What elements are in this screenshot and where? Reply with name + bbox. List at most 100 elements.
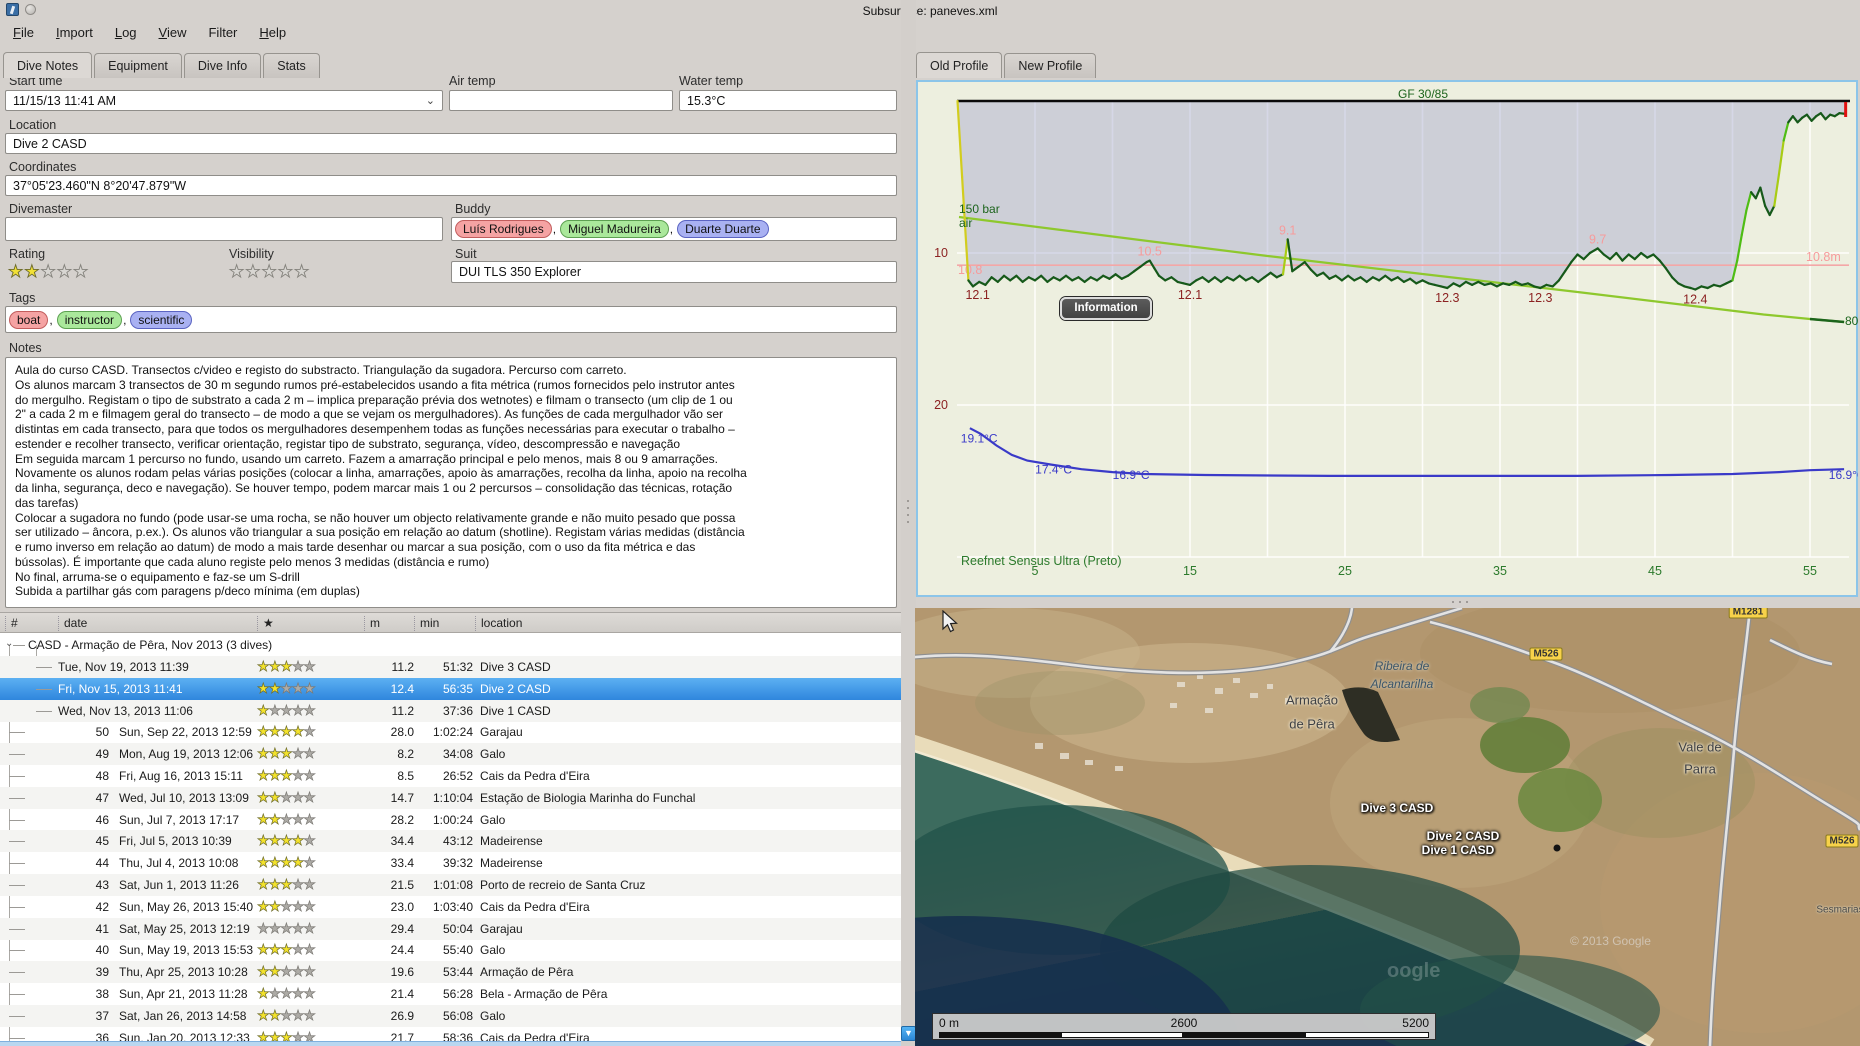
tab-dive-notes[interactable]: Dive Notes bbox=[3, 52, 93, 78]
dive-list-row[interactable]: 37 Sat, Jan 26, 2013 14:58 ★★★★★ 26.9 56:08 G… bbox=[0, 1004, 901, 1027]
dive-list-row[interactable]: Fri, Nov 15, 2013 11:41 ★★★★★ 12.4 56:35 Div… bbox=[0, 677, 901, 700]
menu-item-log[interactable]: Log bbox=[114, 25, 137, 40]
dive-number: 42 bbox=[95, 899, 109, 914]
dive-depth: 28.2 bbox=[390, 812, 414, 827]
column-header-date[interactable]: date bbox=[58, 616, 87, 631]
tree-dash bbox=[9, 732, 25, 734]
column-header-num[interactable]: # bbox=[5, 616, 18, 631]
tab-dive-info[interactable]: Dive Info bbox=[183, 53, 262, 78]
column-header-m[interactable]: m bbox=[364, 616, 380, 631]
scroll-down-button[interactable]: ▼ bbox=[901, 1026, 916, 1041]
rating-label: Rating bbox=[9, 247, 46, 261]
notes-textarea[interactable]: Aula do curso CASD. Transectos c/video e… bbox=[5, 357, 897, 608]
dive-list-row[interactable]: 50 Sun, Sep 22, 2013 12:59 ★★★★★ 28.0 1:02:2… bbox=[0, 721, 901, 743]
dive-location: Galo bbox=[480, 1008, 506, 1023]
svg-text:9.1: 9.1 bbox=[1279, 223, 1296, 237]
rating-stars[interactable]: ★★★★★ bbox=[8, 262, 90, 281]
chevron-down-icon: ⌄ bbox=[425, 95, 435, 107]
dive-list-table[interactable]: # date ★ m min location ⌄ CASD - Armação de Pêr… bbox=[0, 612, 901, 1041]
visibility-stars[interactable]: ★★★★★ bbox=[229, 262, 311, 281]
buddy-input[interactable]: Luís Rodrigues, Miguel Madureira, Duarte D… bbox=[451, 217, 897, 241]
tab-old-profile[interactable]: Old Profile bbox=[916, 52, 1003, 78]
vertical-splitter[interactable] bbox=[901, 0, 916, 1046]
information-tooltip-button[interactable]: Information bbox=[1060, 297, 1152, 320]
dive-profile-chart[interactable] bbox=[916, 80, 1858, 597]
dive-list-row[interactable]: 41 Sat, May 25, 2013 12:19 ★★★★★ 29.4 50:04 G… bbox=[0, 917, 901, 940]
tab-new-profile[interactable]: New Profile bbox=[1004, 53, 1097, 78]
tab-stats[interactable]: Stats bbox=[263, 53, 320, 78]
tree-dash bbox=[9, 950, 25, 952]
tags-input[interactable]: boat, instructor, scientific bbox=[5, 306, 897, 333]
divemaster-input[interactable] bbox=[5, 217, 443, 241]
dive-list-horizontal-scrollbar[interactable] bbox=[0, 1041, 901, 1046]
map-place-label: Sesmarias bbox=[1816, 904, 1860, 916]
water-temp-input[interactable]: 15.3°C bbox=[679, 90, 897, 111]
menu-item-help[interactable]: Help bbox=[259, 25, 287, 40]
notes-label: Notes bbox=[9, 341, 42, 355]
dive-list-row[interactable]: 46 Sun, Jul 7, 2013 17:17 ★★★★★ 28.2 1:00:24… bbox=[0, 809, 901, 831]
column-header-location[interactable]: location bbox=[475, 616, 522, 631]
dive-location: Galo bbox=[480, 747, 506, 762]
dive-site-marker[interactable] bbox=[1553, 844, 1561, 852]
tag-pill[interactable]: boat bbox=[9, 310, 49, 329]
divemaster-label: Divemaster bbox=[9, 202, 73, 216]
dive-depth: 23.0 bbox=[390, 899, 414, 914]
tree-dash bbox=[9, 863, 25, 865]
dive-list-row[interactable]: 43 Sat, Jun 1, 2013 11:26 ★★★★★ 21.5 1:01:08… bbox=[0, 874, 901, 896]
dive-location: Estação de Biologia Marinha do Funchal bbox=[480, 790, 696, 805]
dive-duration: 1:01:08 bbox=[432, 878, 473, 892]
titlebar-pin-button[interactable] bbox=[25, 4, 36, 15]
dive-list-row[interactable]: 45 Fri, Jul 5, 2013 10:39 ★★★★★ 34.4 43:12 Ma… bbox=[0, 830, 901, 853]
dive-list-row[interactable]: Wed, Nov 13, 2013 11:06 ★★★★★ 11.2 37:36 Div… bbox=[0, 699, 901, 722]
dive-list-row[interactable]: 40 Sun, May 19, 2013 15:53 ★★★★★ 24.4 55:40 G… bbox=[0, 939, 901, 961]
start-time-combo[interactable]: 11/15/13 11:41 AM ⌄ bbox=[5, 90, 443, 111]
column-header-min[interactable]: min bbox=[414, 616, 439, 631]
satellite-map[interactable]: Armação de Pêra Ribeira de Alcantarilha Vale… bbox=[915, 608, 1860, 1046]
dive-depth: 11.2 bbox=[391, 660, 414, 674]
column-header-stars[interactable]: ★ bbox=[257, 616, 274, 631]
air-temp-input[interactable] bbox=[449, 90, 673, 111]
buddy-pill[interactable]: Luís Rodrigues bbox=[455, 220, 552, 238]
dive-date: Tue, Nov 19, 2013 11:39 bbox=[58, 660, 189, 674]
window-titlebar[interactable]: Subsurface: paneves.xml bbox=[0, 0, 1860, 20]
location-input[interactable]: Dive 2 CASD bbox=[5, 133, 897, 154]
dive-date: Sun, Apr 21, 2013 11:28 bbox=[119, 987, 248, 1001]
svg-text:80: 80 bbox=[1845, 314, 1858, 328]
dive-duration: 53:44 bbox=[442, 965, 473, 980]
dive-trip-row[interactable]: ⌄ CASD - Armação de Pêra, Nov 2013 (3 div… bbox=[0, 634, 901, 656]
tab-equipment[interactable]: Equipment bbox=[94, 53, 182, 78]
tag-pill[interactable]: scientific bbox=[130, 310, 193, 329]
tree-dash bbox=[9, 819, 25, 821]
menu-item-view[interactable]: View bbox=[158, 25, 187, 40]
svg-text:55: 55 bbox=[1803, 564, 1817, 578]
chevron-down-icon[interactable]: ⌄ bbox=[5, 638, 14, 649]
coordinates-input[interactable]: 37°05'23.460"N 8°20'47.879"W bbox=[5, 175, 897, 196]
dive-list-header[interactable]: # date ★ m min location bbox=[0, 613, 901, 633]
dive-depth: 34.4 bbox=[390, 834, 414, 849]
dive-rating-stars: ★★★★★ bbox=[257, 1006, 316, 1023]
menu-item-filter[interactable]: Filter bbox=[208, 25, 238, 40]
svg-text:12.3: 12.3 bbox=[1528, 291, 1552, 305]
dive-list-row[interactable]: 49 Mon, Aug 19, 2013 12:06 ★★★★★ 8.2 34:08 Ga… bbox=[0, 743, 901, 766]
dive-list-row[interactable]: 42 Sun, May 26, 2013 15:40 ★★★★★ 23.0 1:03:4… bbox=[0, 896, 901, 918]
dive-list-row[interactable]: 39 Thu, Apr 25, 2013 10:28 ★★★★★ 19.6 53:44 A… bbox=[0, 961, 901, 984]
scale-label-max: 5200 bbox=[1402, 1016, 1429, 1030]
dive-list-row[interactable]: 36 Sun, Jan 20, 2013 12:33 ★★★★★ 21.7 58:36 C… bbox=[0, 1027, 901, 1041]
menu-item-import[interactable]: Import bbox=[55, 25, 93, 40]
buddy-pill[interactable]: Duarte Duarte bbox=[677, 220, 769, 238]
dive-site-label: Dive 2 CASD bbox=[1426, 829, 1500, 843]
menu-item-file[interactable]: File bbox=[13, 25, 34, 40]
dive-list-row[interactable]: 44 Thu, Jul 4, 2013 10:08 ★★★★★ 33.4 39:32 Ma… bbox=[0, 852, 901, 874]
dive-list-row[interactable]: 47 Wed, Jul 10, 2013 13:09 ★★★★★ 14.7 1:10:0… bbox=[0, 786, 901, 809]
tag-pill[interactable]: instructor bbox=[56, 310, 123, 329]
dive-number: 49 bbox=[95, 747, 109, 762]
suit-input[interactable]: DUI TLS 350 Explorer bbox=[451, 261, 897, 283]
dive-list-row[interactable]: 48 Fri, Aug 16, 2013 15:11 ★★★★★ 8.5 26:52 Ca… bbox=[0, 765, 901, 787]
dive-duration: 58:36 bbox=[442, 1030, 473, 1041]
dive-list-row[interactable]: Tue, Nov 19, 2013 11:39 ★★★★★ 11.2 51:32 Div… bbox=[0, 656, 901, 678]
dive-duration: 51:32 bbox=[442, 660, 473, 674]
dive-profile-plot[interactable]: 10.8 GF 30/85 10 20 12.1 12.1 12.3 12.3 12.4 10.5… bbox=[916, 80, 1858, 597]
buddy-pill[interactable]: Miguel Madureira bbox=[560, 220, 669, 238]
horizontal-splitter-grip[interactable] bbox=[1452, 601, 1468, 603]
dive-list-row[interactable]: 38 Sun, Apr 21, 2013 11:28 ★★★★★ 21.4 56:28 B… bbox=[0, 983, 901, 1005]
